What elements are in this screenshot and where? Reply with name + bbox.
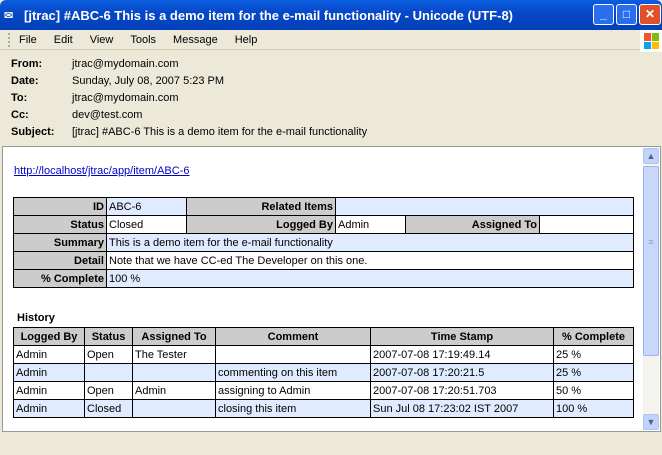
- table-row: ID ABC-6 Related Items: [13, 197, 635, 216]
- scroll-down-icon[interactable]: ▼: [643, 414, 659, 430]
- id-value: ABC-6: [106, 197, 187, 216]
- column-header: % Complete: [553, 327, 634, 346]
- history-title: History: [17, 312, 55, 324]
- cell: assigning to Admin: [215, 381, 371, 400]
- cell: commenting on this item: [215, 363, 371, 382]
- status-value: Closed: [106, 215, 187, 234]
- toolbar-grip[interactable]: [8, 32, 11, 47]
- cell: 100 %: [553, 399, 634, 418]
- cell: Closed: [84, 399, 133, 418]
- cell: 2007-07-08 17:20:51.703: [370, 381, 554, 400]
- percent-complete-label: % Complete: [13, 269, 107, 288]
- cell: 25 %: [553, 345, 634, 364]
- cell: Open: [84, 381, 133, 400]
- status-bar: [0, 434, 662, 455]
- cell: [84, 363, 133, 382]
- table-row: % Complete 100 %: [13, 269, 635, 288]
- menu-message[interactable]: Message: [173, 33, 218, 46]
- table-row: Status Closed Logged By Admin Assigned T…: [13, 215, 635, 234]
- minimize-button[interactable]: _: [593, 4, 614, 25]
- id-label: ID: [13, 197, 107, 216]
- cell: Admin: [13, 381, 85, 400]
- column-header: Comment: [215, 327, 371, 346]
- menu-file[interactable]: File: [19, 33, 37, 46]
- related-items-value: [334, 197, 635, 216]
- table-row: Admin commenting on this item 2007-07-08 1…: [13, 363, 634, 382]
- cell: [132, 399, 216, 418]
- item-link[interactable]: http://localhost/jtrac/app/item/ABC-6: [14, 165, 190, 177]
- status-label: Status: [13, 215, 107, 234]
- cell: Admin: [13, 345, 85, 364]
- cell: [215, 345, 371, 364]
- table-row: Summary This is a demo item for the e-ma…: [13, 233, 635, 252]
- cell: The Tester: [132, 345, 216, 364]
- table-row: Admin Open The Tester 2007-07-08 17:19:49.1…: [13, 345, 634, 364]
- table-row: Admin Open Admin assigning to Admin 2007-07-…: [13, 381, 634, 400]
- column-header: Assigned To: [132, 327, 216, 346]
- summary-value: This is a demo item for the e-mail funct…: [105, 233, 635, 252]
- menu-bar: File Edit View Tools Message Help: [0, 30, 662, 50]
- history-table: Logged By Status Assigned To Comment Tim…: [13, 327, 634, 418]
- detail-value: Note that we have CC-ed The Developer on…: [105, 251, 635, 270]
- related-items-label: Related Items: [186, 197, 336, 216]
- table-row: Admin Closed closing this item Sun Jul 08 1…: [13, 399, 634, 418]
- assigned-to-value: [538, 215, 635, 234]
- summary-label: Summary: [13, 233, 107, 252]
- menu-view[interactable]: View: [89, 33, 114, 46]
- cell: Open: [84, 345, 133, 364]
- cell: 50 %: [553, 381, 634, 400]
- menu-help[interactable]: Help: [234, 33, 258, 46]
- item-details-table: ID ABC-6 Related Items Status Closed Log…: [13, 197, 635, 288]
- windows-logo-icon: [640, 30, 662, 52]
- cell: Admin: [13, 399, 85, 418]
- menu-edit[interactable]: Edit: [53, 33, 73, 46]
- maximize-button[interactable]: □: [616, 4, 637, 25]
- close-button[interactable]: ✕: [639, 4, 661, 25]
- column-header: Logged By: [13, 327, 85, 346]
- logged-by-label: Logged By: [186, 215, 336, 234]
- history-header-row: Logged By Status Assigned To Comment Tim…: [13, 327, 634, 346]
- cell: 25 %: [553, 363, 634, 382]
- cell: Sun Jul 08 17:23:02 IST 2007: [370, 399, 554, 418]
- detail-label: Detail: [13, 251, 107, 270]
- column-header: Time Stamp: [370, 327, 554, 346]
- table-row: Detail Note that we have CC-ed The Devel…: [13, 251, 635, 270]
- menu-tools[interactable]: Tools: [130, 33, 157, 46]
- scroll-up-icon[interactable]: ▲: [643, 148, 659, 164]
- message-body: http://localhost/jtrac/app/item/ABC-6 ID…: [2, 146, 661, 432]
- mail-icon: ✉: [4, 10, 14, 22]
- cell: 2007-07-08 17:19:49.14: [370, 345, 554, 364]
- cell: Admin: [132, 381, 216, 400]
- vertical-scrollbar[interactable]: ▲ ≡ ▼: [643, 148, 659, 430]
- cell: [132, 363, 216, 382]
- assigned-to-label: Assigned To: [405, 215, 540, 234]
- cell: Admin: [13, 363, 85, 382]
- cell: 2007-07-08 17:20:21.5: [370, 363, 554, 382]
- percent-complete-value: 100 %: [105, 269, 635, 288]
- window-title: [jtrac] #ABC-6 This is a demo item for t…: [24, 7, 513, 23]
- title-bar: ✉ [jtrac] #ABC-6 This is a demo item for…: [0, 0, 662, 30]
- column-header: Status: [84, 327, 133, 346]
- logged-by-value: Admin: [335, 215, 406, 234]
- cell: closing this item: [215, 399, 371, 418]
- scroll-thumb[interactable]: ≡: [643, 166, 659, 356]
